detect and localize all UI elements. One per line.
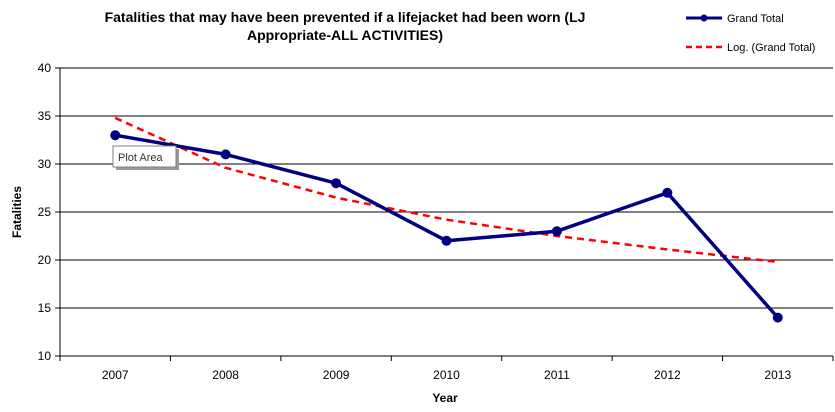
chart-title-line-2: Appropriate-ALL ACTIVITIES) bbox=[247, 27, 443, 43]
tooltip-label: Plot Area bbox=[118, 152, 164, 164]
chart-title-line-1: Fatalities that may have been prevented … bbox=[105, 9, 586, 25]
legend: Grand Total Log. (Grand Total) bbox=[686, 13, 815, 54]
grid-layer bbox=[60, 67, 833, 309]
data-point-grand-total-2013 bbox=[772, 312, 783, 323]
x-tick-label-2007: 2007 bbox=[102, 368, 129, 382]
legend-label-log-trend: Log. (Grand Total) bbox=[727, 42, 815, 54]
data-point-grand-total-2010 bbox=[441, 235, 452, 246]
y-tick-label-15: 15 bbox=[38, 301, 52, 315]
x-tick-label-2009: 2009 bbox=[323, 368, 350, 382]
legend-item-grand-total: Grand Total bbox=[686, 13, 784, 25]
y-tick-label-25: 25 bbox=[38, 205, 52, 219]
x-tick-label-2010: 2010 bbox=[433, 368, 460, 382]
data-point-grand-total-2011 bbox=[551, 226, 562, 237]
series-line-log-grand-total bbox=[114, 116, 778, 264]
y-tick-label-35: 35 bbox=[38, 109, 52, 123]
axis-layer: 10 15 20 25 30 35 40 2007 2008 2009 2010 2011 2012 20… bbox=[38, 61, 834, 382]
x-tick-label-2011: 2011 bbox=[544, 368, 570, 382]
x-tick-label-2008: 2008 bbox=[212, 368, 239, 382]
legend-item-log-trend: Log. (Grand Total) bbox=[686, 42, 815, 54]
series-layer bbox=[110, 116, 783, 323]
legend-marker-grand-total bbox=[700, 14, 708, 22]
data-point-grand-total-2009 bbox=[331, 178, 342, 189]
legend-label-grand-total: Grand Total bbox=[727, 13, 784, 25]
x-tick-label-2013: 2013 bbox=[764, 368, 791, 382]
tooltip-box bbox=[112, 145, 177, 168]
x-tick-label-2012: 2012 bbox=[654, 368, 681, 382]
y-axis-title: Fatalities bbox=[10, 186, 24, 238]
data-point-grand-total-2008 bbox=[220, 149, 231, 160]
data-point-grand-total-2012 bbox=[662, 187, 673, 198]
plot-area-tooltip: Plot Area bbox=[112, 145, 179, 170]
x-axis-title: Year bbox=[432, 391, 458, 405]
y-tick-label-30: 30 bbox=[38, 157, 52, 171]
y-tick-label-10: 10 bbox=[38, 349, 52, 363]
y-tick-label-40: 40 bbox=[38, 61, 52, 75]
data-point-grand-total-2007 bbox=[110, 130, 121, 141]
y-tick-label-20: 20 bbox=[38, 253, 52, 267]
